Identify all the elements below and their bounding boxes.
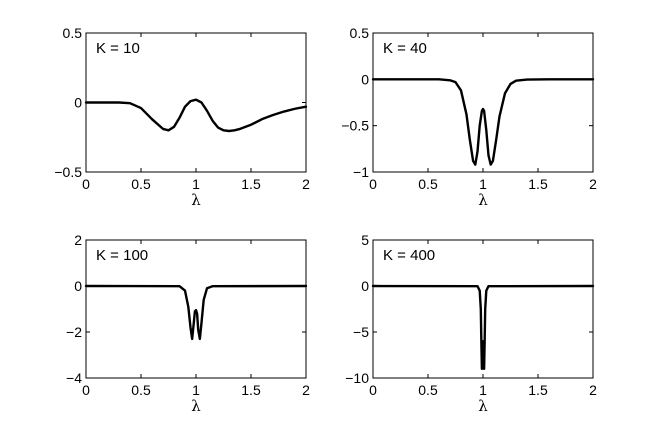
x-tick-label: 0.5 [418, 176, 438, 192]
y-tick-label: 0 [361, 278, 369, 294]
y-tick-label: 0 [74, 278, 82, 294]
series-line [84, 98, 308, 133]
y-tick-label: 2 [74, 232, 82, 248]
subplot-2: 0 0.5 1 1.5 2 −1 −0.5 0 0.5 λ K = 40 [341, 25, 597, 209]
x-tick-label: 0 [369, 382, 377, 398]
y-tick-label: 0 [74, 95, 82, 111]
x-tick-label: 2 [302, 176, 310, 192]
x-tick-label: 1 [479, 382, 487, 398]
x-axis-label: λ [478, 397, 488, 415]
x-axis-label: λ [191, 191, 201, 209]
subplot-3: 0 0.5 1 1.5 2 −4 −2 0 2 λ K = 100 [66, 232, 310, 415]
x-tick-label: 1.5 [241, 176, 261, 192]
y-tick-label: 0.5 [63, 25, 83, 41]
y-tick-label: −5 [353, 324, 369, 340]
series-line [371, 284, 595, 370]
subplot-4: 0 0.5 1 1.5 2 −10 −5 0 5 λ K = 400 [345, 232, 597, 415]
x-tick-label: 0 [82, 176, 90, 192]
x-tick-label: 2 [302, 382, 310, 398]
panel-annotation: K = 100 [96, 247, 148, 264]
y-tick-label: 0 [361, 71, 369, 87]
x-tick-label: 1 [479, 176, 487, 192]
x-tick-label: 1 [192, 176, 200, 192]
x-tick-label: 2 [589, 382, 597, 398]
subplot-1: 0 0.5 1 1.5 2−0.500.5λK = 10 [54, 25, 310, 209]
panel-annotation: K = 40 [383, 40, 427, 57]
panel-annotation: K = 400 [383, 247, 435, 264]
x-axis-label: λ [478, 191, 488, 209]
x-tick-label: 0 [82, 382, 90, 398]
y-tick-label: −0.5 [54, 164, 82, 180]
y-tick-label: −4 [66, 370, 82, 386]
y-tick-label: −1 [353, 164, 369, 180]
panel-annotation: K = 10 [96, 40, 140, 57]
x-tick-label: 1.5 [528, 176, 548, 192]
x-tick-label: 1.5 [528, 382, 548, 398]
x-axis-label: λ [191, 397, 201, 415]
y-tick-label: −0.5 [341, 118, 369, 134]
series-line [371, 78, 595, 166]
x-tick-label: 0 [369, 176, 377, 192]
series-line [84, 284, 308, 341]
y-tick-label: 5 [361, 232, 369, 248]
y-tick-label: −2 [66, 324, 82, 340]
x-tick-label: 0.5 [131, 382, 151, 398]
x-tick-label: 1 [192, 382, 200, 398]
x-tick-label: 0.5 [131, 176, 151, 192]
x-tick-label: 0.5 [418, 382, 438, 398]
x-tick-label: 2 [589, 176, 597, 192]
y-tick-label: 0.5 [350, 25, 370, 41]
x-tick-label: 1.5 [241, 382, 261, 398]
y-tick-label: −10 [345, 370, 369, 386]
